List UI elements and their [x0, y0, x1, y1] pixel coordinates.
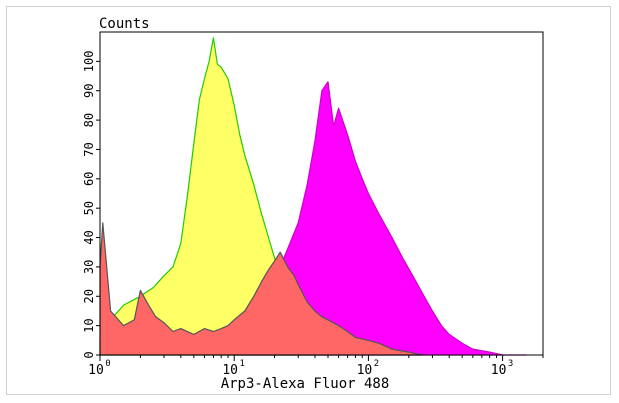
y-tick-label-70: 70	[82, 142, 96, 156]
x-tick-exponent-100: 2	[374, 359, 379, 369]
y-tick-label-30: 30	[82, 260, 96, 274]
y-tick-label-40: 40	[82, 230, 96, 244]
x-tick-exponent-1: 0	[105, 359, 110, 369]
y-axis-ticks: 0 10 20 30 40 50 60 70 80 90 100	[82, 51, 100, 359]
y-axis-label: Counts	[99, 16, 150, 32]
y-tick-label-60: 60	[82, 172, 96, 186]
y-tick-label-50: 50	[82, 201, 96, 215]
x-tick-exponent-1000: 3	[508, 359, 513, 369]
series-1-area	[233, 81, 527, 356]
y-tick-label-10: 10	[82, 318, 96, 332]
x-tick-exponent-10: 1	[239, 359, 244, 369]
series-2-area	[99, 222, 423, 356]
x-tick-label-1: 10	[88, 363, 104, 378]
x-axis-ticks: 10 0 10 1 10 2 10 3	[88, 355, 544, 378]
y-tick-label-20: 20	[82, 289, 96, 303]
chart-frame: Counts 0 10 20 30 40 50 60 70 80 90 100 10 0 10 1 10 2 1…	[6, 6, 611, 395]
x-axis-label: Arp3-Alexa Fluor 488	[221, 376, 390, 392]
x-tick-label-1000: 10	[491, 363, 507, 378]
y-tick-label-90: 90	[82, 84, 96, 98]
y-tick-label-0: 0	[82, 351, 96, 358]
plot-area	[99, 37, 527, 356]
x-tick-label-10: 10	[222, 363, 238, 378]
axes-box	[99, 31, 544, 356]
y-tick-label-80: 80	[82, 113, 96, 127]
y-tick-label-100: 100	[82, 51, 96, 73]
x-tick-label-100: 10	[357, 363, 373, 378]
